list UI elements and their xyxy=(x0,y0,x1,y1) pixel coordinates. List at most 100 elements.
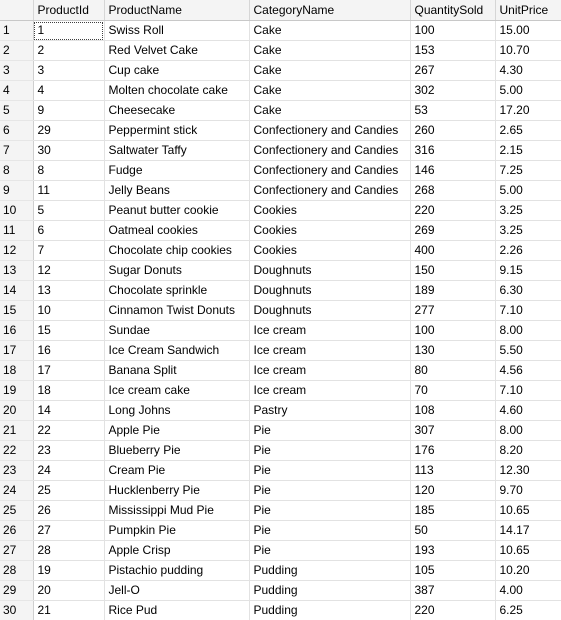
cell-productname[interactable]: Peppermint stick xyxy=(104,121,249,141)
cell-unitprice[interactable]: 5.50 xyxy=(495,341,561,361)
cell-quantitysold[interactable]: 193 xyxy=(410,541,495,561)
cell-quantitysold[interactable]: 302 xyxy=(410,81,495,101)
cell-productid[interactable]: 20 xyxy=(33,581,104,601)
cell-productname[interactable]: Sugar Donuts xyxy=(104,261,249,281)
row-number[interactable]: 18 xyxy=(0,361,33,381)
cell-categoryname[interactable]: Cookies xyxy=(249,201,410,221)
cell-productid[interactable]: 6 xyxy=(33,221,104,241)
cell-quantitysold[interactable]: 220 xyxy=(410,601,495,620)
row-number[interactable]: 17 xyxy=(0,341,33,361)
cell-productid[interactable]: 30 xyxy=(33,141,104,161)
cell-productid[interactable]: 21 xyxy=(33,601,104,620)
cell-quantitysold[interactable]: 260 xyxy=(410,121,495,141)
cell-productid[interactable]: 17 xyxy=(33,361,104,381)
cell-unitprice[interactable]: 4.30 xyxy=(495,61,561,81)
cell-unitprice[interactable]: 12.30 xyxy=(495,461,561,481)
cell-productname[interactable]: Oatmeal cookies xyxy=(104,221,249,241)
row-number[interactable]: 29 xyxy=(0,581,33,601)
cell-unitprice[interactable]: 6.30 xyxy=(495,281,561,301)
cell-unitprice[interactable]: 3.25 xyxy=(495,201,561,221)
row-number[interactable]: 10 xyxy=(0,201,33,221)
row-number[interactable]: 1 xyxy=(0,21,33,41)
cell-unitprice[interactable]: 8.00 xyxy=(495,421,561,441)
cell-quantitysold[interactable]: 100 xyxy=(410,321,495,341)
cell-categoryname[interactable]: Pie xyxy=(249,501,410,521)
column-header-productname[interactable]: ProductName xyxy=(104,0,249,21)
cell-quantitysold[interactable]: 387 xyxy=(410,581,495,601)
cell-categoryname[interactable]: Cake xyxy=(249,21,410,41)
cell-productname[interactable]: Saltwater Taffy xyxy=(104,141,249,161)
cell-quantitysold[interactable]: 100 xyxy=(410,21,495,41)
cell-productid[interactable]: 22 xyxy=(33,421,104,441)
cell-productid[interactable]: 26 xyxy=(33,501,104,521)
cell-unitprice[interactable]: 7.10 xyxy=(495,301,561,321)
cell-productname[interactable]: Pistachio pudding xyxy=(104,561,249,581)
row-number[interactable]: 21 xyxy=(0,421,33,441)
cell-productid[interactable]: 5 xyxy=(33,201,104,221)
cell-productid[interactable]: 14 xyxy=(33,401,104,421)
cell-unitprice[interactable]: 4.00 xyxy=(495,581,561,601)
cell-quantitysold[interactable]: 70 xyxy=(410,381,495,401)
select-all-corner[interactable] xyxy=(0,0,33,21)
cell-quantitysold[interactable]: 307 xyxy=(410,421,495,441)
cell-categoryname[interactable]: Confectionery and Candies xyxy=(249,181,410,201)
cell-productid[interactable]: 15 xyxy=(33,321,104,341)
row-number[interactable]: 15 xyxy=(0,301,33,321)
cell-unitprice[interactable]: 6.25 xyxy=(495,601,561,620)
cell-productid[interactable]: 16 xyxy=(33,341,104,361)
row-number[interactable]: 20 xyxy=(0,401,33,421)
row-number[interactable]: 2 xyxy=(0,41,33,61)
cell-quantitysold[interactable]: 268 xyxy=(410,181,495,201)
cell-productname[interactable]: Cream Pie xyxy=(104,461,249,481)
cell-unitprice[interactable]: 10.70 xyxy=(495,41,561,61)
cell-quantitysold[interactable]: 50 xyxy=(410,521,495,541)
cell-productname[interactable]: Cinnamon Twist Donuts xyxy=(104,301,249,321)
cell-productname[interactable]: Jell-O xyxy=(104,581,249,601)
cell-quantitysold[interactable]: 400 xyxy=(410,241,495,261)
cell-productid[interactable]: 19 xyxy=(33,561,104,581)
cell-productname[interactable]: Jelly Beans xyxy=(104,181,249,201)
cell-productname[interactable]: Apple Crisp xyxy=(104,541,249,561)
row-number[interactable]: 13 xyxy=(0,261,33,281)
row-number[interactable]: 14 xyxy=(0,281,33,301)
cell-productid[interactable]: 4 xyxy=(33,81,104,101)
cell-unitprice[interactable]: 9.70 xyxy=(495,481,561,501)
cell-categoryname[interactable]: Ice cream xyxy=(249,361,410,381)
cell-productname[interactable]: Molten chocolate cake xyxy=(104,81,249,101)
cell-categoryname[interactable]: Pie xyxy=(249,421,410,441)
cell-quantitysold[interactable]: 153 xyxy=(410,41,495,61)
cell-unitprice[interactable]: 7.10 xyxy=(495,381,561,401)
cell-productid[interactable]: 9 xyxy=(33,101,104,121)
cell-categoryname[interactable]: Pie xyxy=(249,481,410,501)
row-number[interactable]: 11 xyxy=(0,221,33,241)
cell-productname[interactable]: Sundae xyxy=(104,321,249,341)
cell-productname[interactable]: Mississippi Mud Pie xyxy=(104,501,249,521)
cell-productname[interactable]: Pumpkin Pie xyxy=(104,521,249,541)
cell-unitprice[interactable]: 10.65 xyxy=(495,541,561,561)
cell-categoryname[interactable]: Pie xyxy=(249,521,410,541)
cell-categoryname[interactable]: Confectionery and Candies xyxy=(249,121,410,141)
cell-productname[interactable]: Banana Split xyxy=(104,361,249,381)
cell-categoryname[interactable]: Pie xyxy=(249,461,410,481)
column-header-unitprice[interactable]: UnitPrice xyxy=(495,0,561,21)
cell-productname[interactable]: Hucklenberry Pie xyxy=(104,481,249,501)
cell-quantitysold[interactable]: 150 xyxy=(410,261,495,281)
cell-categoryname[interactable]: Cake xyxy=(249,41,410,61)
cell-quantitysold[interactable]: 267 xyxy=(410,61,495,81)
cell-productname[interactable]: Red Velvet Cake xyxy=(104,41,249,61)
cell-unitprice[interactable]: 2.15 xyxy=(495,141,561,161)
cell-unitprice[interactable]: 10.65 xyxy=(495,501,561,521)
cell-categoryname[interactable]: Confectionery and Candies xyxy=(249,141,410,161)
